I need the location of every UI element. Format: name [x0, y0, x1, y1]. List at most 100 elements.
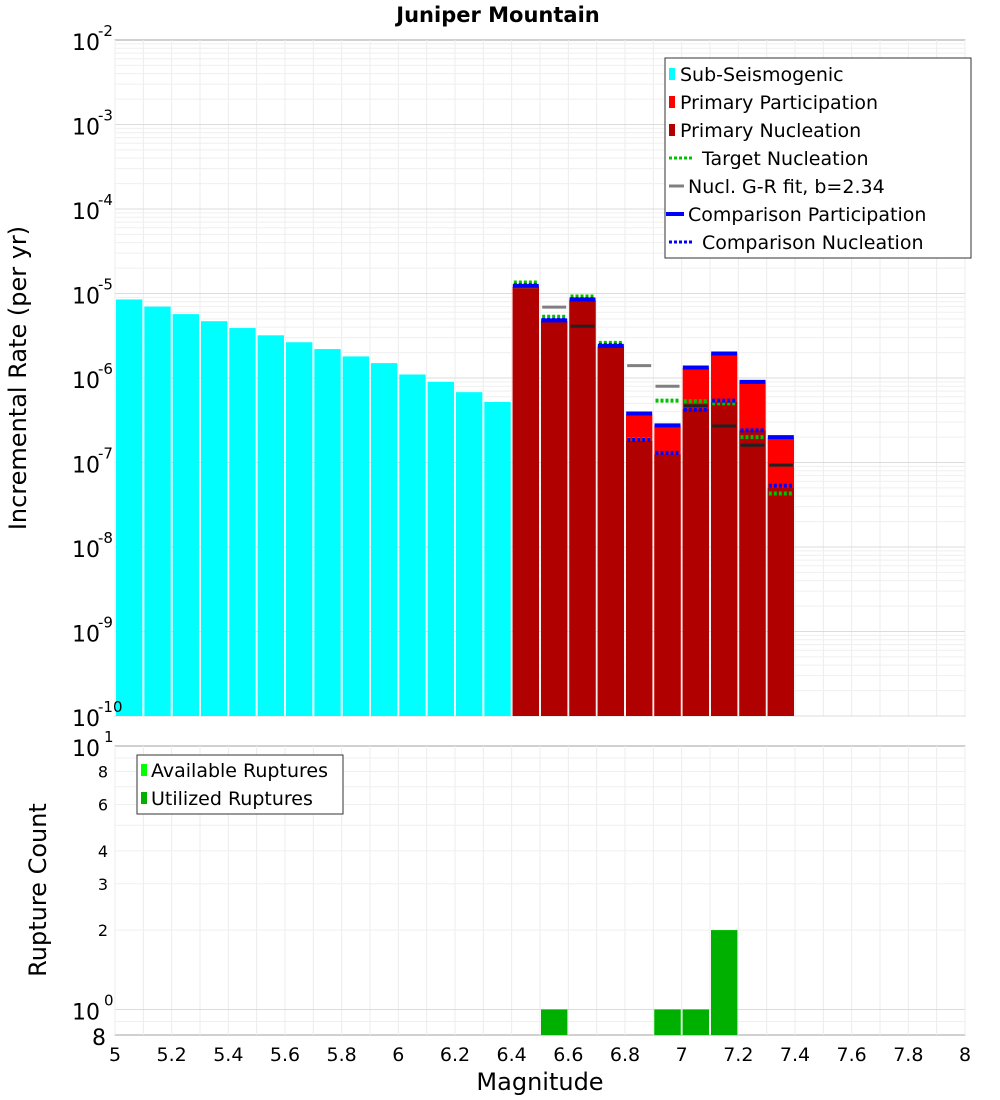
tick-base: 10	[72, 1000, 100, 1025]
sub-seismogenic-bar	[257, 335, 284, 716]
sub-seismogenic-bar	[314, 349, 341, 716]
legend-label: Utilized Ruptures	[151, 788, 313, 810]
legend-swatch	[669, 68, 675, 80]
x-tick-label: 6	[392, 1044, 404, 1066]
tick-base: 10	[72, 623, 100, 648]
rate-y-tick-label: 10-10	[72, 698, 123, 732]
count-y-tick-label: 4	[98, 842, 108, 861]
utilized-ruptures-bar	[541, 1009, 568, 1035]
legend-swatch	[141, 792, 147, 804]
rate-legend-item: Comparison Nucleation	[669, 232, 924, 254]
tick-exponent: -4	[98, 191, 113, 209]
rate-y-tick-label: 10-4	[72, 191, 113, 225]
x-tick-label: 6.6	[553, 1044, 583, 1066]
rate-y-axis-label: Incremental Rate (per yr)	[4, 226, 32, 530]
tick-base: 10	[72, 737, 100, 762]
x-tick-label: 8	[959, 1044, 971, 1066]
sub-seismogenic-bar	[286, 342, 313, 716]
count-y-tick-label: 2	[98, 921, 108, 940]
sub-seismogenic-bar	[456, 392, 483, 716]
count-y-tick-label: 8	[98, 763, 108, 782]
x-tick-label: 6.4	[497, 1044, 527, 1066]
rate-bars	[116, 286, 794, 716]
tick-base: 10	[72, 454, 100, 479]
legend-swatch	[669, 124, 675, 136]
x-tick-label: 7.6	[837, 1044, 867, 1066]
sub-seismogenic-bar	[484, 401, 511, 716]
tick-exponent: -5	[98, 276, 113, 294]
legend-label: Nucl. G-R fit, b=2.34	[688, 176, 885, 198]
rate-legend-item: Primary Nucleation	[669, 120, 861, 142]
rate-markers	[512, 280, 794, 496]
x-tick-label: 5.2	[157, 1044, 187, 1066]
rate-y-tick-label: 10-9	[72, 614, 113, 648]
primary-nucleation-bar	[711, 401, 738, 716]
tick-exponent: -7	[98, 445, 113, 463]
rate-y-tick-label: 10-2	[72, 22, 113, 56]
rate-legend-item: Primary Participation	[669, 92, 878, 114]
count-legend: Available Ruptures Utilized Ruptures	[136, 754, 344, 815]
count-y-tick-label: 6	[98, 795, 108, 814]
count-y-axis-label: Rupture Count	[24, 803, 52, 977]
x-tick-label: 5.6	[270, 1044, 300, 1066]
x-tick-label: 7.8	[893, 1044, 923, 1066]
count-legend-item: Available Ruptures	[141, 760, 328, 782]
x-tick-label: 7	[676, 1044, 688, 1066]
primary-nucleation-bar	[682, 408, 709, 716]
tick-exponent: -6	[98, 360, 113, 378]
rate-legend-item: Sub-Seismogenic	[669, 64, 844, 86]
rate-legend-item: Target Nucleation	[669, 148, 869, 170]
rate-y-tick-label: 10-5	[72, 276, 113, 310]
count-legend-box	[136, 754, 344, 815]
legend-swatch	[669, 96, 675, 108]
rate-legend-item: Comparison Participation	[666, 204, 926, 226]
x-axis-label: Magnitude	[476, 1068, 603, 1096]
rate-legend: Sub-Seismogenic Primary Participation Prim…	[664, 57, 972, 259]
tick-exponent: -10	[98, 698, 123, 716]
tick-base: 10	[72, 31, 100, 56]
tick-base: 10	[72, 285, 100, 310]
tick-base: 10	[72, 369, 100, 394]
x-tick-label: 6.2	[440, 1044, 470, 1066]
rate-legend-box	[664, 57, 972, 259]
tick-base: 10	[72, 707, 100, 732]
rate-y-tick-label: 10-3	[72, 107, 113, 141]
tick-exponent: -3	[98, 107, 113, 125]
x-tick-label: 5.4	[213, 1044, 243, 1066]
x-tick-label: 5	[109, 1044, 121, 1066]
count-y-tick-major: 10 0	[72, 991, 114, 1025]
x-tick-label: 7.4	[780, 1044, 810, 1066]
x-tick-label: 5.8	[327, 1044, 357, 1066]
utilized-ruptures-bar	[682, 1009, 709, 1035]
sub-seismogenic-bar	[116, 299, 143, 716]
sub-seismogenic-bar	[371, 363, 398, 716]
tick-exponent: -8	[98, 529, 113, 547]
primary-nucleation-bar	[569, 300, 596, 716]
primary-nucleation-bar	[597, 346, 624, 716]
count-legend-item: Utilized Ruptures	[141, 788, 313, 810]
utilized-ruptures-bar	[711, 930, 738, 1035]
sub-seismogenic-bar	[172, 314, 199, 716]
tick-base: 10	[72, 116, 100, 141]
rate-y-tick-label: 10-6	[72, 360, 113, 394]
rate-y-tick-label: 10-8	[72, 529, 113, 563]
rate-legend-item: Nucl. G-R fit, b=2.34	[669, 176, 885, 198]
magnitude-ticks: 5 5.2 5.4 5.6 5.8 6 6.2 6.4 6.6 6.8 7 7.2 7.4 7.6 7.8 8	[109, 1044, 971, 1066]
tick-exponent: 0	[104, 991, 114, 1009]
legend-label: Primary Nucleation	[680, 120, 861, 142]
sub-seismogenic-bar	[144, 306, 171, 716]
sub-seismogenic-bar	[201, 321, 228, 716]
legend-label: Available Ruptures	[151, 760, 328, 782]
count-bars	[541, 930, 738, 1035]
primary-nucleation-bar	[512, 286, 539, 716]
legend-swatch	[141, 764, 147, 776]
tick-exponent: -2	[98, 22, 113, 40]
legend-label: Comparison Participation	[688, 204, 926, 226]
sub-seismogenic-bar	[427, 381, 454, 716]
primary-nucleation-bar	[626, 440, 653, 716]
